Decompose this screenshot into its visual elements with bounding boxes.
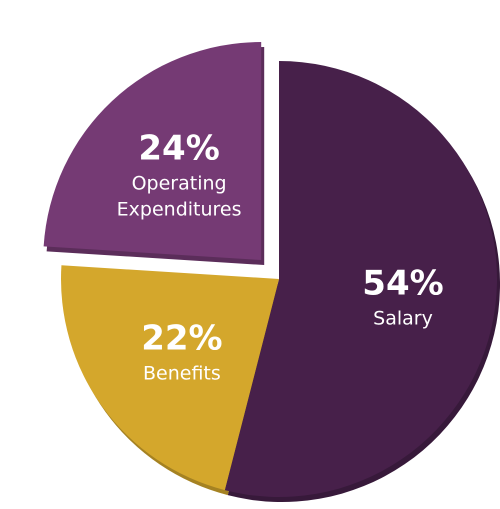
pie-slice-salary bbox=[224, 61, 498, 498]
pie-slices bbox=[43, 42, 498, 498]
pie-slice-benefits bbox=[60, 265, 279, 491]
pie-labels: 54% Salary 22% Benefits 24% Operating Expendit… bbox=[117, 129, 444, 385]
pie-slice-operating-expenditures bbox=[43, 42, 262, 261]
slice-percent-label-operating-expenditures: 24% bbox=[138, 129, 219, 169]
slice-name-label-salary: Salary bbox=[373, 308, 433, 330]
slice-percent-label-benefits: 22% bbox=[141, 319, 222, 359]
slice-percent-label-salary: 54% bbox=[362, 264, 443, 304]
slice-name-label-operating-expenditures: Expenditures bbox=[117, 199, 242, 221]
slice-name-label-operating-expenditures: Operating bbox=[132, 173, 227, 195]
slice-name-label-benefits: Benefits bbox=[143, 363, 221, 385]
